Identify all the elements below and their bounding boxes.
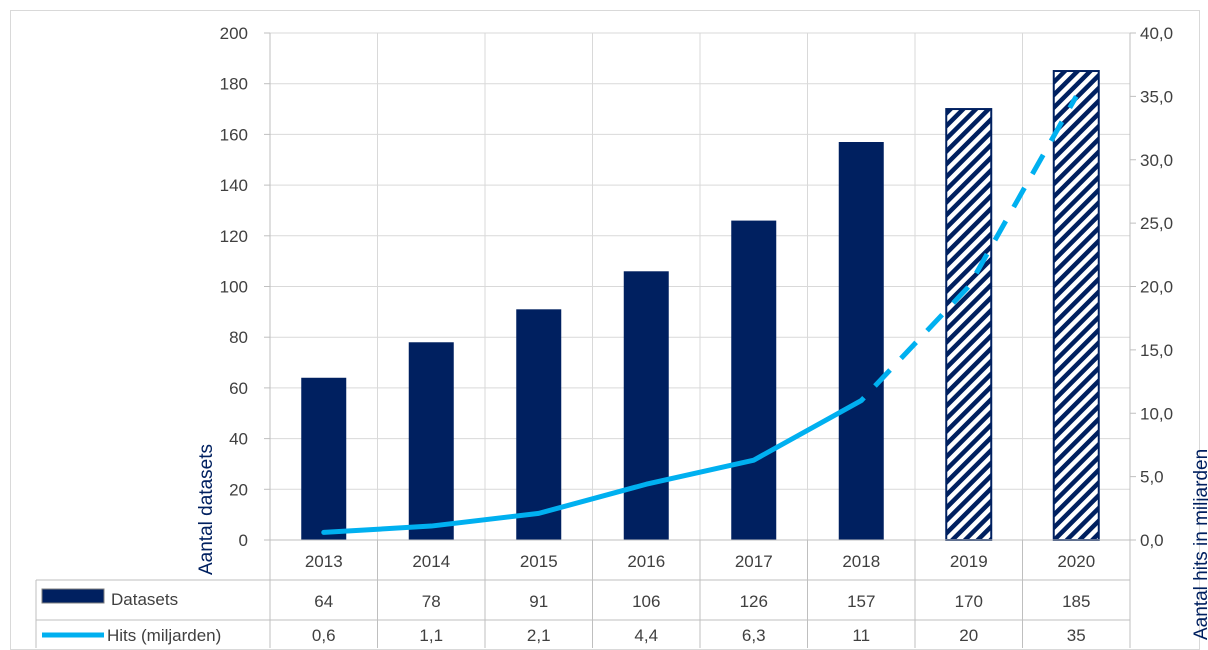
- table-cell-hits: 2,1: [527, 626, 551, 645]
- x-tick-label: 2014: [412, 552, 450, 571]
- table-cell-hits: 6,3: [742, 626, 766, 645]
- table-cell-datasets: 157: [847, 592, 875, 611]
- table-cell-hits: 11: [852, 626, 870, 645]
- legend-label-datasets: Datasets: [111, 590, 178, 609]
- x-tick-label: 2015: [520, 552, 558, 571]
- bar: [731, 221, 776, 540]
- bar: [946, 109, 991, 540]
- table-cell-datasets: 106: [632, 592, 660, 611]
- table-cell-hits: 35: [1067, 626, 1086, 645]
- y-right-tick-label: 35,0: [1140, 87, 1173, 106]
- y-right-tick-label: 15,0: [1140, 341, 1173, 360]
- y-right-tick-label: 20,0: [1140, 278, 1173, 297]
- table-cell-hits: 0,6: [312, 626, 336, 645]
- y-left-tick-label: 140: [220, 176, 248, 195]
- y-right-tick-label: 5,0: [1140, 468, 1164, 487]
- y-left-tick-label: 80: [229, 328, 248, 347]
- x-tick-label: 2013: [305, 552, 343, 571]
- x-tick-label: 2016: [627, 552, 665, 571]
- table-cell-datasets: 78: [422, 592, 441, 611]
- y-left-tick-label: 0: [239, 531, 248, 550]
- y-right-tick-label: 25,0: [1140, 214, 1173, 233]
- y-left-tick-label: 180: [220, 75, 248, 94]
- legend-label-hits: Hits (miljarden): [107, 626, 221, 645]
- bar: [516, 309, 561, 540]
- y-right-tick-label: 30,0: [1140, 151, 1173, 170]
- gridlines: [270, 33, 1130, 540]
- x-tick-label: 2017: [735, 552, 773, 571]
- bar: [839, 142, 884, 540]
- y-left-tick-label: 40: [229, 430, 248, 449]
- table-cell-datasets: 64: [314, 592, 333, 611]
- table-cell-hits: 20: [959, 626, 978, 645]
- table-cell-hits: 4,4: [634, 626, 658, 645]
- y-left-tick-label: 160: [220, 125, 248, 144]
- y-right-tick-label: 0,0: [1140, 531, 1164, 550]
- y-left-tick-label: 60: [229, 379, 248, 398]
- y-left-tick-label: 20: [229, 480, 248, 499]
- legend-key-datasets: [42, 589, 104, 603]
- table-cell-datasets: 126: [740, 592, 768, 611]
- x-tick-label: 2019: [950, 552, 988, 571]
- y-left-tick-label: 120: [220, 227, 248, 246]
- table-cell-datasets: 91: [529, 592, 548, 611]
- x-tick-label: 2020: [1057, 552, 1095, 571]
- y-left-tick-label: 200: [220, 24, 248, 43]
- bar: [624, 271, 669, 540]
- x-tick-label: 2018: [842, 552, 880, 571]
- y-right-tick-label: 10,0: [1140, 404, 1173, 423]
- table-cell-datasets: 170: [955, 592, 983, 611]
- table-cell-hits: 1,1: [419, 626, 443, 645]
- bar: [1054, 71, 1099, 540]
- bar: [301, 378, 346, 540]
- y-right-axis-title: Aantal hits in miljarden: [1191, 449, 1208, 640]
- bar: [409, 342, 454, 540]
- y-left-tick-label: 100: [220, 278, 248, 297]
- table-cell-datasets: 185: [1062, 592, 1090, 611]
- y-left-axis-title: Aantal datasets: [196, 444, 217, 575]
- y-right-tick-label: 40,0: [1140, 24, 1173, 43]
